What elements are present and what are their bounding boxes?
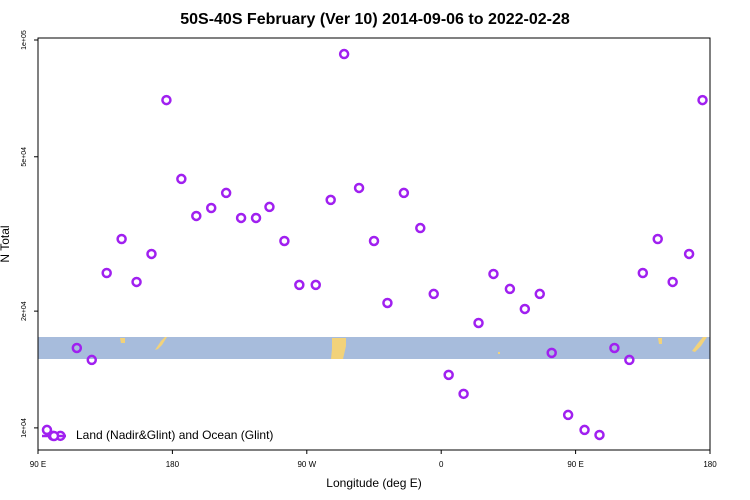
plot-frame bbox=[37, 37, 711, 451]
point bbox=[609, 342, 620, 354]
point bbox=[519, 303, 531, 315]
point bbox=[594, 429, 605, 441]
point bbox=[176, 173, 187, 185]
point bbox=[504, 283, 516, 295]
point bbox=[683, 248, 695, 260]
x-axis-label: Longitude (deg E) bbox=[326, 476, 421, 490]
point bbox=[368, 235, 380, 247]
x-tick-label: 90 E bbox=[567, 460, 583, 469]
point bbox=[546, 347, 557, 359]
point bbox=[353, 182, 365, 194]
point bbox=[428, 288, 439, 300]
ocean-strip bbox=[38, 337, 710, 359]
point bbox=[279, 235, 290, 247]
point bbox=[579, 424, 590, 436]
point bbox=[131, 276, 142, 288]
point bbox=[264, 201, 275, 213]
chart-title: 50S-40S February (Ver 10) 2014-09-06 to … bbox=[180, 11, 570, 28]
point bbox=[473, 317, 484, 329]
x-tick-label: 90 W bbox=[297, 460, 316, 469]
x-tick-label: 180 bbox=[166, 460, 180, 469]
point bbox=[325, 194, 336, 206]
point bbox=[294, 279, 305, 291]
point bbox=[415, 222, 426, 234]
point bbox=[652, 233, 663, 245]
y-tick-label: 5e+04 bbox=[21, 147, 28, 167]
point bbox=[71, 342, 83, 354]
point bbox=[235, 212, 247, 224]
point bbox=[458, 388, 469, 400]
point bbox=[562, 409, 574, 421]
point bbox=[637, 267, 649, 279]
point bbox=[220, 187, 232, 199]
point bbox=[338, 48, 350, 60]
point bbox=[667, 276, 678, 288]
legend-marker bbox=[48, 430, 60, 442]
point bbox=[310, 279, 322, 291]
y-tick-label: 2e+04 bbox=[21, 301, 28, 321]
point bbox=[382, 297, 393, 309]
point bbox=[398, 187, 410, 199]
point bbox=[116, 233, 127, 245]
x-tick-label: 0 bbox=[439, 460, 444, 469]
map-strip bbox=[38, 337, 710, 359]
point bbox=[624, 354, 635, 366]
point bbox=[250, 212, 262, 224]
point bbox=[534, 288, 546, 300]
x-tick-label: 180 bbox=[703, 460, 717, 469]
point bbox=[205, 202, 217, 214]
legend-label: Land (Nadir&Glint) and Ocean (Glint) bbox=[76, 428, 273, 442]
y-tick-label: 1e+05 bbox=[21, 30, 28, 50]
y-axis-label: N Total bbox=[0, 225, 12, 262]
point bbox=[41, 424, 53, 436]
point bbox=[191, 210, 202, 222]
y-tick-label: 1e+04 bbox=[21, 418, 28, 438]
point bbox=[697, 94, 708, 106]
point bbox=[146, 248, 157, 260]
x-tick-label: 90 E bbox=[30, 460, 46, 469]
point bbox=[488, 268, 499, 280]
point bbox=[161, 94, 172, 106]
point bbox=[101, 267, 112, 279]
point bbox=[443, 369, 454, 381]
point bbox=[86, 354, 98, 366]
